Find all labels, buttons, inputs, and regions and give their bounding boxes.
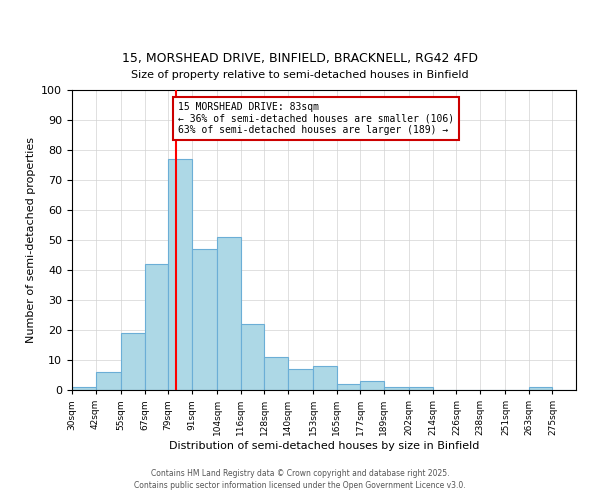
Bar: [337, 384, 360, 390]
Text: 15, MORSHEAD DRIVE, BINFIELD, BRACKNELL, RG42 4FD: 15, MORSHEAD DRIVE, BINFIELD, BRACKNELL,…: [122, 52, 478, 65]
Bar: [168, 159, 191, 390]
Bar: [121, 333, 145, 390]
Bar: [384, 387, 409, 390]
Y-axis label: Number of semi-detached properties: Number of semi-detached properties: [26, 137, 36, 343]
Bar: [360, 381, 384, 390]
Text: Size of property relative to semi-detached houses in Binfield: Size of property relative to semi-detach…: [131, 70, 469, 80]
X-axis label: Distribution of semi-detached houses by size in Binfield: Distribution of semi-detached houses by …: [169, 441, 479, 451]
Bar: [145, 264, 168, 390]
Bar: [409, 387, 433, 390]
Bar: [95, 372, 121, 390]
Text: Contains HM Land Registry data © Crown copyright and database right 2025.
Contai: Contains HM Land Registry data © Crown c…: [134, 468, 466, 490]
Text: 15 MORSHEAD DRIVE: 83sqm
← 36% of semi-detached houses are smaller (106)
63% of : 15 MORSHEAD DRIVE: 83sqm ← 36% of semi-d…: [178, 102, 454, 135]
Bar: [217, 237, 241, 390]
Bar: [191, 249, 217, 390]
Bar: [288, 369, 313, 390]
Bar: [72, 387, 95, 390]
Bar: [313, 366, 337, 390]
Bar: [264, 357, 288, 390]
Bar: [529, 387, 553, 390]
Bar: [241, 324, 264, 390]
